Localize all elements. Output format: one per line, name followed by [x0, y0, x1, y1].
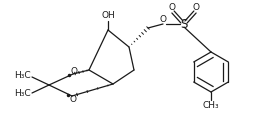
Text: O: O [193, 4, 200, 13]
Text: O: O [70, 67, 77, 75]
Text: O: O [160, 15, 167, 24]
Text: O: O [69, 95, 76, 103]
Text: S: S [180, 18, 188, 30]
Text: H₃C: H₃C [14, 70, 30, 80]
Text: OH: OH [101, 12, 115, 21]
Text: H₃C: H₃C [14, 89, 30, 98]
Text: O: O [168, 4, 175, 13]
Text: CH₃: CH₃ [203, 101, 219, 110]
